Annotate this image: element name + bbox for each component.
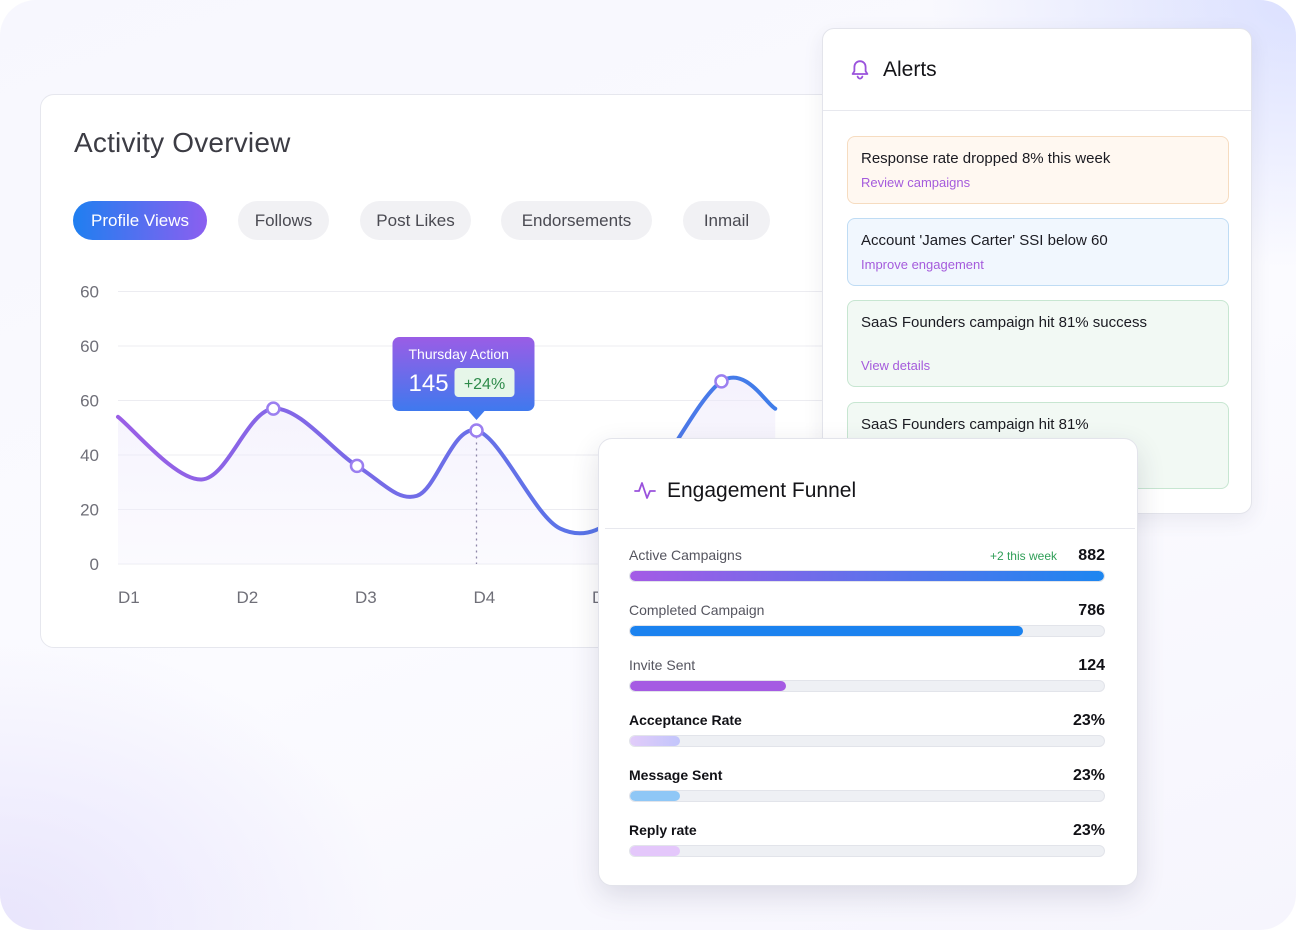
y-tick-label: 60	[80, 392, 99, 411]
funnel-row-label: Active Campaigns	[629, 547, 742, 563]
alerts-panel: Alerts Response rate dropped 8% this wee…	[822, 28, 1252, 514]
y-tick-label: 60	[80, 283, 99, 302]
tab-inmail[interactable]: Inmail	[683, 201, 770, 240]
alert-message: SaaS Founders campaign hit 81%	[861, 416, 1089, 433]
funnel-progress-fill	[630, 681, 787, 691]
tooltip-change: +24%	[464, 376, 505, 393]
funnel-row-label: Invite Sent	[629, 657, 696, 673]
funnel-row: Message Sent 23%	[629, 767, 1105, 807]
alert-message: SaaS Founders campaign hit 81% success	[861, 314, 1147, 331]
tab-profile-views[interactable]: Profile Views	[73, 201, 207, 240]
y-tick-label: 20	[80, 501, 99, 520]
funnel-title: Engagement Funnel	[667, 479, 857, 502]
engagement-funnel-card: Engagement Funnel Active Campaigns +2 th…	[598, 438, 1138, 886]
funnel-progress-track	[629, 625, 1105, 637]
tab-follows[interactable]: Follows	[238, 201, 329, 240]
activity-overview-card: Activity Overview Profile Views Follows …	[40, 94, 870, 648]
tooltip-value: 145	[409, 370, 449, 397]
x-tick-label: D3	[355, 588, 377, 607]
tooltip-change-badge	[454, 368, 515, 397]
tooltip-title: Thursday Action	[409, 346, 509, 362]
y-tick-label: 60	[80, 337, 99, 356]
alert-message: Account 'James Carter' SSI below 60	[861, 232, 1108, 249]
line-area	[118, 377, 776, 564]
y-tick-label: 0	[90, 555, 99, 574]
tab-label: Inmail	[703, 210, 750, 230]
funnel-row-value: 23%	[1072, 822, 1105, 839]
funnel-header: Engagement Funnel	[605, 439, 1135, 529]
funnel-row: Completed Campaign 786	[629, 602, 1105, 642]
data-point-marker	[469, 423, 484, 438]
tab-post-likes[interactable]: Post Likes	[360, 201, 471, 240]
alert-item[interactable]: Response rate dropped 8% this week Revie…	[847, 136, 1229, 204]
activity-pulse-icon	[634, 482, 656, 499]
funnel-row-label: Completed Campaign	[629, 602, 765, 618]
tab-label: Endorsements	[521, 210, 632, 230]
funnel-progress-fill	[630, 791, 680, 801]
funnel-progress-fill	[630, 571, 1104, 581]
alert-action-link[interactable]: Review campaigns	[861, 175, 971, 190]
funnel-row-value: 124	[1078, 657, 1105, 674]
funnel-progress-track	[629, 735, 1105, 747]
funnel-progress-fill	[630, 846, 680, 856]
funnel-row-value: 882	[1078, 547, 1105, 564]
tab-label: Profile Views	[91, 210, 189, 230]
funnel-progress-track	[629, 790, 1105, 802]
data-point-marker	[266, 401, 281, 416]
x-tick-label: D2	[237, 588, 259, 607]
alert-message: Response rate dropped 8% this week	[861, 150, 1111, 167]
funnel-row: Invite Sent 124	[629, 657, 1105, 697]
alert-action-link[interactable]: View details	[861, 358, 931, 373]
data-point-marker	[349, 458, 365, 474]
alert-item[interactable]: SaaS Founders campaign hit 81% success V…	[847, 300, 1229, 387]
funnel-progress-track	[629, 570, 1105, 582]
funnel-progress-fill	[630, 736, 680, 746]
funnel-row: Reply rate 23%	[629, 822, 1105, 862]
funnel-progress-track	[629, 845, 1105, 857]
tab-endorsements[interactable]: Endorsements	[501, 201, 652, 240]
funnel-progress-fill	[630, 626, 1024, 636]
funnel-row: Active Campaigns +2 this week 882	[629, 547, 1105, 587]
tab-label: Follows	[254, 210, 313, 230]
tooltip-pointer	[468, 411, 485, 420]
funnel-row-value: 23%	[1072, 712, 1105, 729]
funnel-row-delta: +2 this week	[989, 549, 1057, 563]
x-tick-label: D1	[118, 588, 140, 607]
funnel-row-label: Message Sent	[629, 767, 723, 783]
bell-icon	[851, 60, 869, 80]
x-tick-label: D4	[474, 588, 496, 607]
activity-title: Activity Overview	[74, 127, 291, 158]
funnel-row-value: 23%	[1072, 767, 1105, 784]
funnel-row-label: Acceptance Rate	[629, 712, 742, 728]
funnel-progress-track	[629, 680, 1105, 692]
alert-item[interactable]: Account 'James Carter' SSI below 60 Impr…	[847, 218, 1229, 286]
y-tick-label: 40	[80, 446, 99, 465]
alerts-title: Alerts	[883, 58, 937, 81]
funnel-row-label: Reply rate	[629, 822, 697, 838]
activity-line-chart: 02040606060D1D2D3D4DThursday Action145+2…	[80, 283, 841, 607]
alerts-header: Alerts	[823, 29, 1251, 111]
funnel-row: Acceptance Rate 23%	[629, 712, 1105, 752]
tab-label: Post Likes	[376, 210, 455, 230]
alert-action-link[interactable]: Improve engagement	[861, 257, 984, 272]
funnel-row-value: 786	[1078, 602, 1105, 619]
data-point-marker	[714, 374, 729, 389]
